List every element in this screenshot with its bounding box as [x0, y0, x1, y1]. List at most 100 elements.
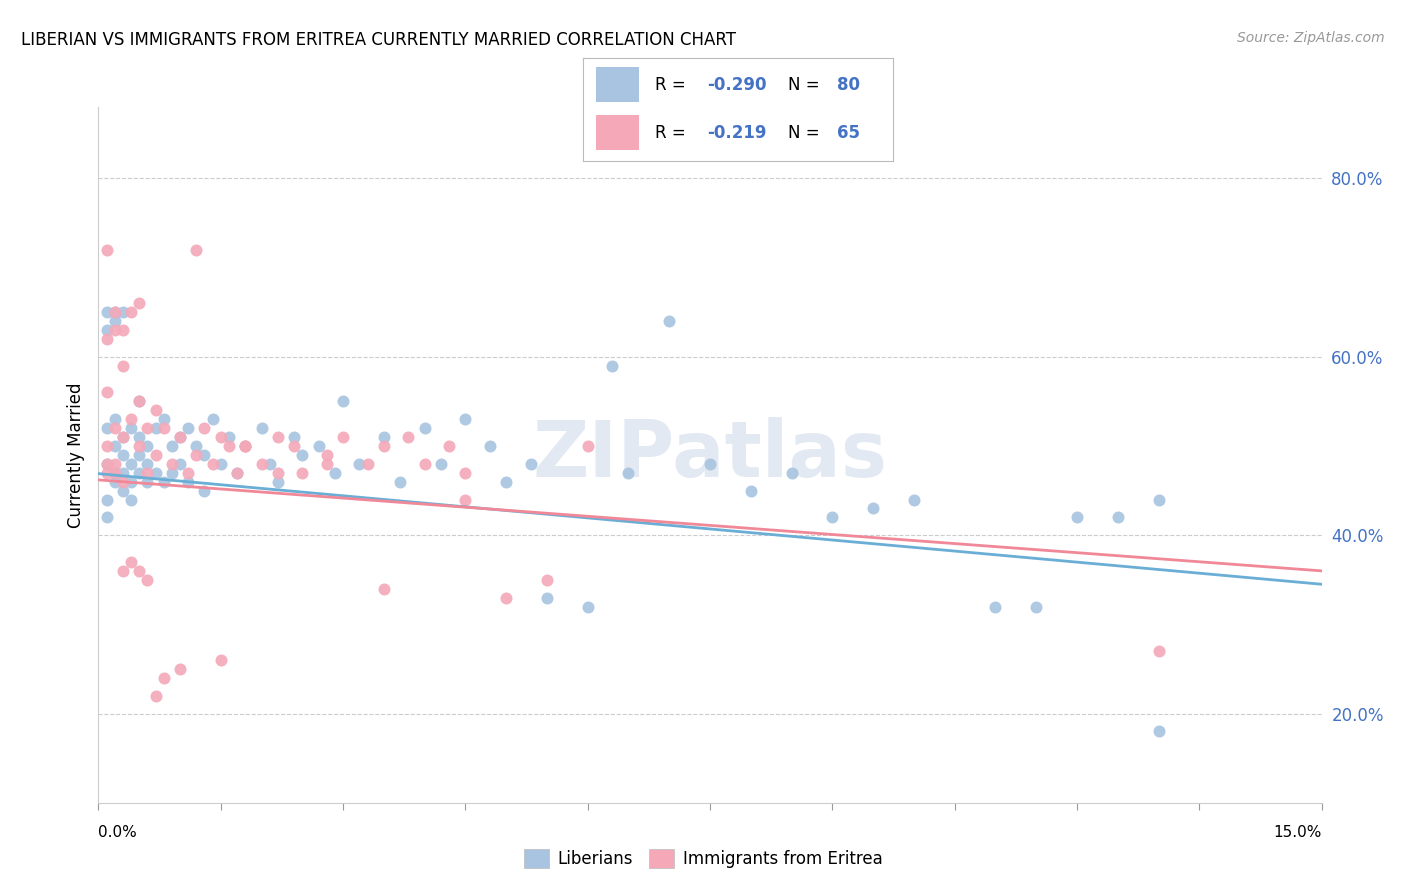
- Point: [120, 555, 142, 569]
- Point: [536, 573, 558, 587]
- Text: 0.0%: 0.0%: [98, 825, 138, 840]
- Point: [104, 305, 127, 319]
- Point: [389, 475, 412, 489]
- Point: [308, 439, 330, 453]
- Point: [233, 439, 256, 453]
- Point: [495, 591, 517, 605]
- Point: [96, 332, 118, 346]
- Point: [160, 457, 183, 471]
- Point: [617, 466, 640, 480]
- Text: 80: 80: [837, 76, 860, 94]
- Point: [1147, 492, 1170, 507]
- Point: [104, 323, 127, 337]
- Point: [291, 448, 314, 462]
- Point: [96, 510, 118, 524]
- Text: -0.290: -0.290: [707, 76, 766, 94]
- Point: [120, 421, 142, 435]
- Point: [201, 412, 224, 426]
- Point: [160, 439, 183, 453]
- Point: [821, 510, 844, 524]
- Point: [250, 457, 273, 471]
- Point: [862, 501, 884, 516]
- Point: [104, 421, 127, 435]
- Point: [315, 457, 337, 471]
- Point: [111, 466, 134, 480]
- Point: [1147, 724, 1170, 739]
- Point: [430, 457, 453, 471]
- Point: [136, 466, 159, 480]
- Point: [104, 457, 127, 471]
- Point: [267, 430, 290, 444]
- Point: [96, 385, 118, 400]
- Point: [903, 492, 925, 507]
- Point: [396, 430, 419, 444]
- Point: [193, 448, 215, 462]
- Point: [984, 599, 1007, 614]
- FancyBboxPatch shape: [596, 115, 640, 150]
- Point: [96, 243, 118, 257]
- Point: [373, 439, 395, 453]
- Text: LIBERIAN VS IMMIGRANTS FROM ERITREA CURRENTLY MARRIED CORRELATION CHART: LIBERIAN VS IMMIGRANTS FROM ERITREA CURR…: [21, 31, 737, 49]
- Text: N =: N =: [787, 76, 824, 94]
- Point: [495, 475, 517, 489]
- Point: [96, 421, 118, 435]
- Point: [136, 421, 159, 435]
- Point: [104, 305, 127, 319]
- Point: [323, 466, 346, 480]
- Point: [413, 457, 436, 471]
- Point: [145, 689, 167, 703]
- Point: [1147, 644, 1170, 658]
- Point: [259, 457, 281, 471]
- Point: [169, 457, 191, 471]
- Point: [699, 457, 721, 471]
- Point: [177, 475, 200, 489]
- Point: [111, 430, 134, 444]
- Point: [186, 448, 208, 462]
- Point: [104, 466, 127, 480]
- Point: [177, 466, 200, 480]
- Text: R =: R =: [655, 124, 690, 142]
- Point: [454, 492, 477, 507]
- Point: [413, 421, 436, 435]
- Point: [111, 483, 134, 498]
- Legend: Liberians, Immigrants from Eritrea: Liberians, Immigrants from Eritrea: [517, 842, 889, 875]
- Text: 65: 65: [837, 124, 860, 142]
- Point: [186, 243, 208, 257]
- Point: [226, 466, 249, 480]
- Point: [136, 457, 159, 471]
- Point: [658, 314, 681, 328]
- Point: [740, 483, 762, 498]
- Y-axis label: Currently Married: Currently Married: [66, 382, 84, 528]
- Text: -0.219: -0.219: [707, 124, 766, 142]
- Point: [136, 475, 159, 489]
- Point: [193, 421, 215, 435]
- Point: [332, 430, 354, 444]
- Point: [96, 439, 118, 453]
- Point: [373, 582, 395, 596]
- Point: [120, 492, 142, 507]
- Point: [152, 475, 174, 489]
- Point: [104, 466, 127, 480]
- Point: [478, 439, 501, 453]
- Point: [226, 466, 249, 480]
- Point: [96, 457, 118, 471]
- Point: [104, 314, 127, 328]
- Point: [349, 457, 371, 471]
- Point: [111, 305, 134, 319]
- Point: [283, 439, 305, 453]
- Point: [233, 439, 256, 453]
- Point: [218, 439, 240, 453]
- Point: [169, 662, 191, 676]
- Point: [209, 653, 232, 667]
- Point: [145, 448, 167, 462]
- Point: [201, 457, 224, 471]
- Text: 15.0%: 15.0%: [1274, 825, 1322, 840]
- Point: [209, 430, 232, 444]
- Point: [136, 573, 159, 587]
- Point: [145, 421, 167, 435]
- Point: [111, 448, 134, 462]
- Point: [373, 430, 395, 444]
- Point: [576, 599, 599, 614]
- Point: [454, 412, 477, 426]
- Point: [152, 412, 174, 426]
